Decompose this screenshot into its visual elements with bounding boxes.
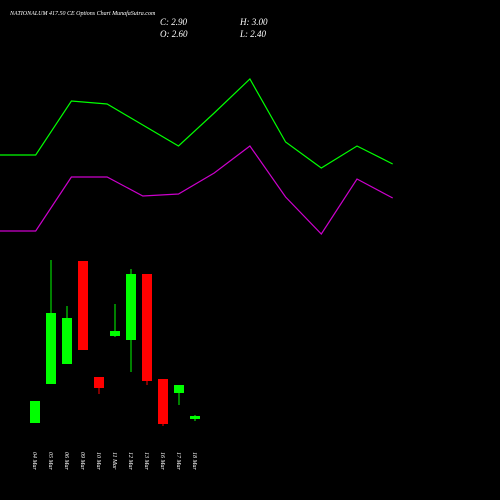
candle-body xyxy=(62,318,72,364)
candle-body xyxy=(94,377,104,388)
close-text: C: 2.90 xyxy=(160,17,188,27)
chart-title: NATIONALUM 417.50 CE Options Chart Munaf… xyxy=(9,10,156,17)
x-tick-label: 05 Mar xyxy=(47,452,53,470)
candle-body xyxy=(158,379,168,424)
candle-body xyxy=(110,331,120,336)
x-tick-label: 10 Mar xyxy=(95,452,101,470)
x-tick-label: 04 Mar xyxy=(31,452,38,470)
line xyxy=(0,145,393,235)
open-text: O: 2.60 xyxy=(160,29,188,39)
low-text: L: 2.40 xyxy=(239,29,267,39)
x-tick-label: 12 Mar xyxy=(127,452,133,470)
x-tick-label: 09 Mar xyxy=(79,452,85,470)
candle-body xyxy=(190,416,200,419)
candle-body xyxy=(174,385,184,393)
x-tick-label: 17 Mar xyxy=(175,452,181,470)
x-tick-label: 18 Mar xyxy=(191,452,197,470)
candle-body xyxy=(126,274,136,340)
candle-body xyxy=(78,261,88,350)
x-tick-label: 16 Mar xyxy=(159,452,165,470)
high-text: H: 3.00 xyxy=(239,17,268,27)
candle-body xyxy=(30,401,40,423)
candle-body xyxy=(142,274,152,381)
x-tick-label: 11 Mar xyxy=(111,452,117,470)
x-tick-label: 13 Mar xyxy=(143,452,149,470)
candle-body xyxy=(46,313,56,384)
x-tick-label: 06 Mar xyxy=(63,452,69,470)
line xyxy=(0,78,393,169)
